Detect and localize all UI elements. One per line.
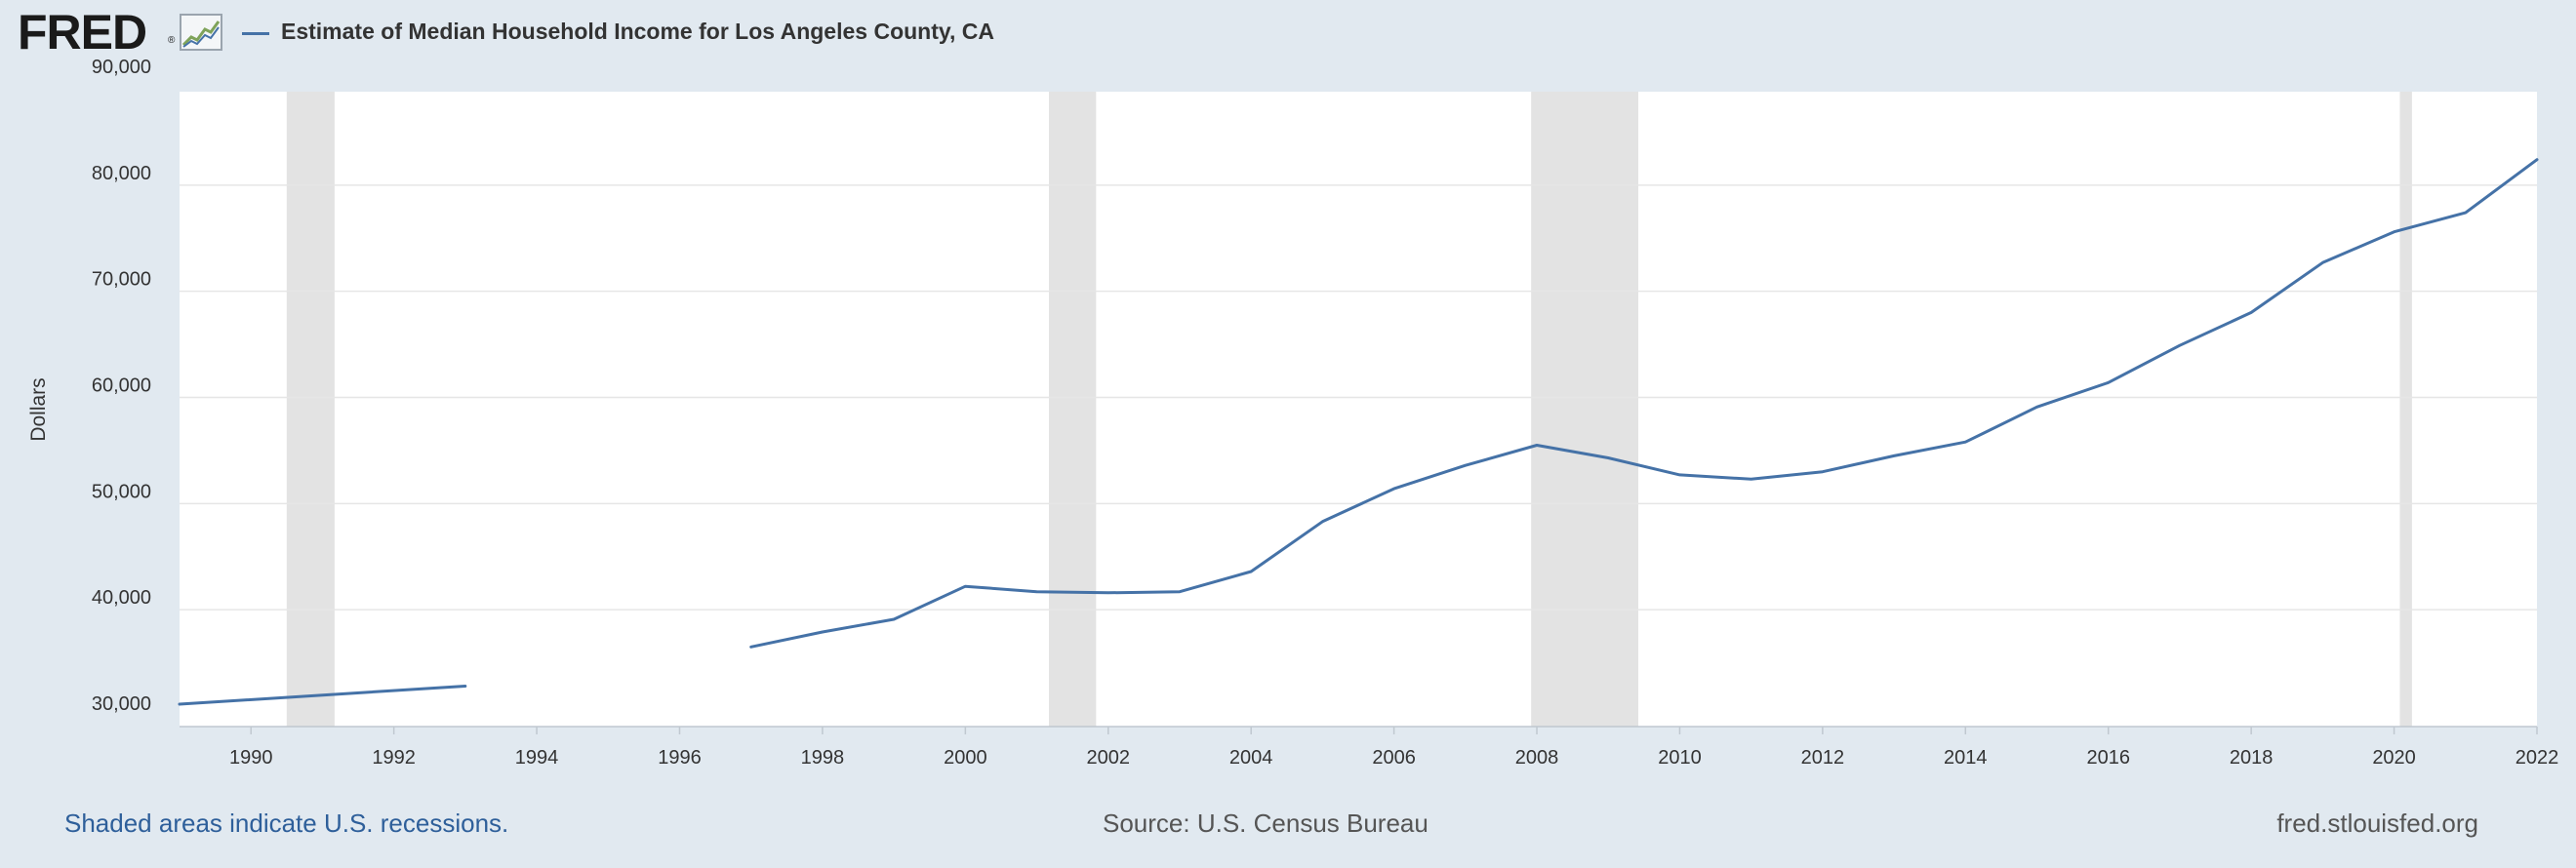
x-tick-label: 2000 xyxy=(944,747,987,769)
y-tick-label: 50,000 xyxy=(92,481,151,502)
grid-lines xyxy=(180,184,2537,728)
series-line-segment xyxy=(178,685,467,706)
y-tick-label: 80,000 xyxy=(92,163,151,184)
source-note: Source: U.S. Census Bureau xyxy=(1103,809,1429,838)
x-tick-label: 2014 xyxy=(1944,747,1988,769)
x-tick-label: 1996 xyxy=(658,747,702,769)
series-lines xyxy=(178,158,2539,706)
x-tick-label: 1994 xyxy=(515,747,559,769)
x-tick-label: 2002 xyxy=(1087,747,1131,769)
recession-band xyxy=(1048,92,1097,727)
recession-band xyxy=(1531,92,1638,727)
chart-trend-icon xyxy=(180,14,222,51)
x-axis-ticks: 1990 1992 1994 1996 1998 2000 2002 2004 2006 2008… xyxy=(229,727,2558,769)
fred-logo[interactable]: FRED xyxy=(18,5,147,59)
recession-note: Shaded areas indicate U.S. recessions. xyxy=(64,809,509,838)
plot-area xyxy=(180,92,2537,727)
x-tick-label: 2022 xyxy=(2516,747,2559,769)
x-tick-label: 2018 xyxy=(2230,747,2274,769)
recession-bands xyxy=(286,92,2412,727)
y-axis-ticks: 30,000 40,000 50,000 60,000 70,000 80,000 90,0… xyxy=(92,57,151,715)
site-link[interactable]: fred.stlouisfed.org xyxy=(2276,809,2478,838)
chart-header: FRED ® Estimate of Median Household Inco… xyxy=(0,0,2576,68)
x-tick-label: 2008 xyxy=(1515,747,1559,769)
x-tick-label: 1998 xyxy=(801,747,845,769)
recession-band xyxy=(2399,92,2412,727)
line-chart: 30,000 40,000 50,000 60,000 70,000 80,000 90,0… xyxy=(27,57,2558,769)
x-tick-label: 1992 xyxy=(372,747,416,769)
y-tick-label: 30,000 xyxy=(92,693,151,715)
recession-band xyxy=(286,92,335,727)
x-tick-label: 2020 xyxy=(2372,747,2416,769)
x-tick-label: 2010 xyxy=(1658,747,1702,769)
legend-series-label[interactable]: Estimate of Median Household Income for … xyxy=(281,19,994,44)
y-tick-label: 60,000 xyxy=(92,375,151,397)
y-tick-label: 70,000 xyxy=(92,269,151,291)
series-line-segment xyxy=(749,158,2539,649)
x-tick-label: 2016 xyxy=(2086,747,2130,769)
y-tick-label: 90,000 xyxy=(92,57,151,78)
y-axis-title: Dollars xyxy=(27,377,50,441)
x-tick-label: 1990 xyxy=(229,747,273,769)
x-tick-label: 2004 xyxy=(1229,747,1273,769)
x-tick-label: 2006 xyxy=(1372,747,1416,769)
y-tick-label: 40,000 xyxy=(92,587,151,609)
x-tick-label: 2012 xyxy=(1801,747,1845,769)
legend-series-line xyxy=(242,32,269,35)
registered-mark: ® xyxy=(168,35,176,46)
